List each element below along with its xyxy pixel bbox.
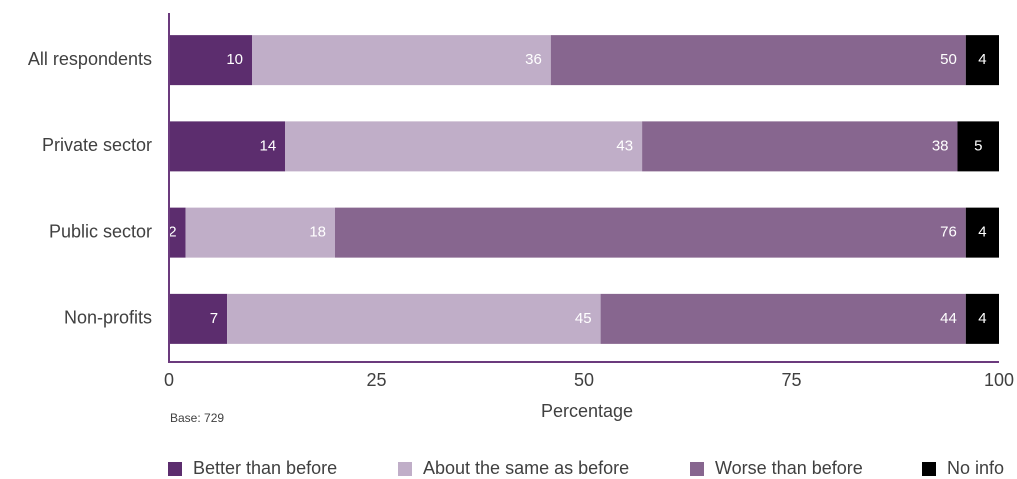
bar-segment bbox=[600, 293, 966, 344]
legend-label: Better than before bbox=[193, 458, 337, 478]
y-tick-label: Public sector bbox=[49, 221, 152, 241]
value-label: 14 bbox=[260, 137, 277, 154]
bar-segment bbox=[252, 35, 551, 86]
value-label: 76 bbox=[940, 224, 957, 241]
value-label: 18 bbox=[309, 224, 326, 241]
value-label: 5 bbox=[974, 137, 982, 154]
value-label: 4 bbox=[978, 310, 986, 327]
bar-segment bbox=[335, 207, 966, 258]
value-label: 43 bbox=[616, 137, 633, 154]
legend-label: Worse than before bbox=[715, 458, 863, 478]
bar-segment bbox=[185, 207, 335, 258]
bar-segment bbox=[285, 121, 643, 172]
bar-segment bbox=[965, 35, 999, 86]
y-tick-label: All respondents bbox=[28, 49, 152, 69]
value-label: 2 bbox=[168, 224, 176, 241]
value-label: 4 bbox=[978, 224, 986, 241]
legend-label: About the same as before bbox=[423, 458, 629, 478]
legend-swatch bbox=[922, 462, 936, 476]
value-label: 38 bbox=[932, 137, 949, 154]
x-tick-label: 100 bbox=[984, 370, 1014, 390]
legend-swatch bbox=[690, 462, 704, 476]
note: Base: 729 bbox=[170, 411, 224, 425]
value-label: 7 bbox=[210, 310, 218, 327]
x-axis-label: Percentage bbox=[541, 401, 633, 421]
value-label: 36 bbox=[525, 51, 542, 68]
x-tick-label: 75 bbox=[781, 370, 801, 390]
bar-segment bbox=[965, 207, 999, 258]
bar-segment bbox=[642, 121, 958, 172]
value-label: 50 bbox=[940, 51, 957, 68]
bar-segment bbox=[957, 121, 999, 172]
bar-segment bbox=[169, 121, 286, 172]
bar-segment bbox=[169, 293, 228, 344]
legend-label: No info bbox=[947, 458, 1004, 478]
y-tick-label: Non-profits bbox=[64, 308, 152, 328]
x-tick-label: 25 bbox=[366, 370, 386, 390]
x-tick-label: 0 bbox=[164, 370, 174, 390]
value-label: 45 bbox=[575, 310, 592, 327]
value-label: 10 bbox=[226, 51, 243, 68]
legend-swatch bbox=[168, 462, 182, 476]
bar-segment bbox=[227, 293, 601, 344]
bar-segment bbox=[965, 293, 999, 344]
value-label: 44 bbox=[940, 310, 957, 327]
bar-segment bbox=[169, 207, 186, 258]
value-label: 4 bbox=[978, 51, 986, 68]
bar-segment bbox=[169, 35, 252, 86]
legend-swatch bbox=[398, 462, 412, 476]
x-tick-label: 50 bbox=[574, 370, 594, 390]
bar-segment bbox=[550, 35, 966, 86]
y-tick-label: Private sector bbox=[42, 135, 152, 155]
